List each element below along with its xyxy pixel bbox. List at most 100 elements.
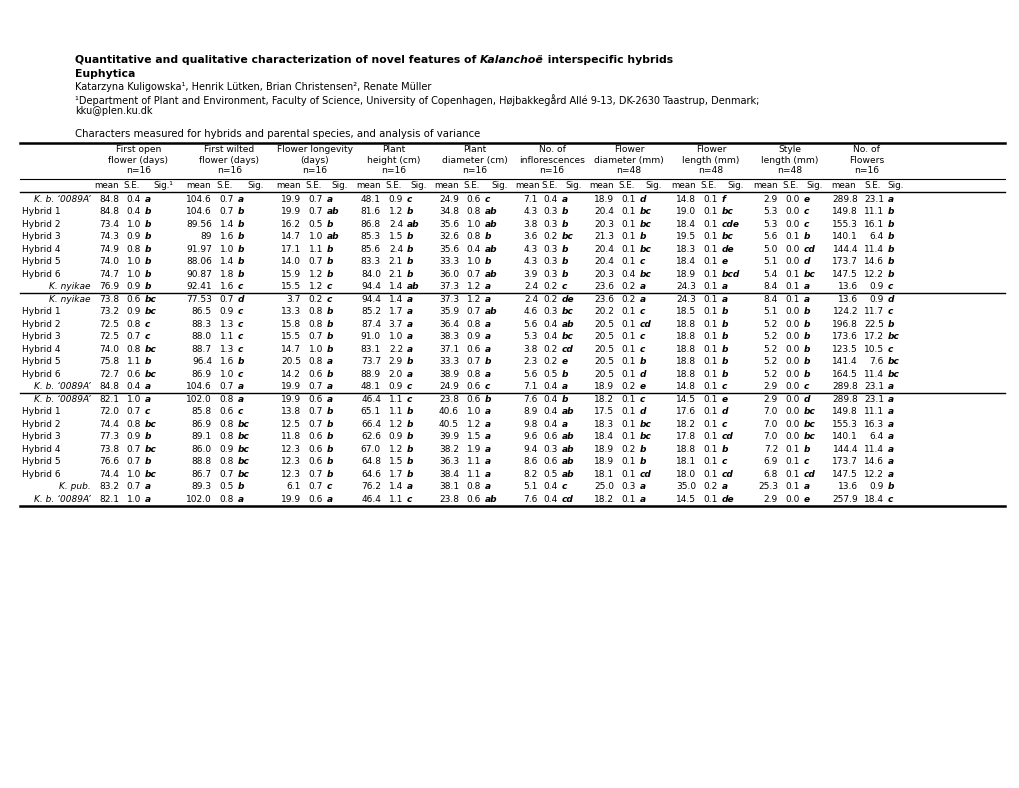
- Text: bc: bc: [237, 470, 250, 479]
- Text: e: e: [721, 257, 728, 266]
- Text: 0.6: 0.6: [309, 433, 323, 441]
- Text: 14.0: 14.0: [280, 257, 301, 266]
- Text: b: b: [803, 333, 810, 341]
- Text: 86.5: 86.5: [192, 307, 212, 316]
- Text: 0.6: 0.6: [309, 444, 323, 454]
- Text: 0.7: 0.7: [309, 420, 323, 429]
- Text: ab: ab: [561, 433, 574, 441]
- Text: 81.6: 81.6: [361, 207, 381, 216]
- Text: 73.7: 73.7: [361, 357, 381, 366]
- Text: 0.1: 0.1: [621, 307, 636, 316]
- Text: a: a: [803, 482, 809, 491]
- Text: 92.41: 92.41: [186, 282, 212, 292]
- Text: c: c: [327, 482, 332, 491]
- Text: b: b: [721, 320, 728, 329]
- Text: 15.9: 15.9: [280, 269, 301, 279]
- Text: 48.1: 48.1: [361, 195, 381, 204]
- Text: d: d: [721, 407, 728, 416]
- Text: 0.1: 0.1: [703, 495, 717, 504]
- Text: 35.6: 35.6: [438, 220, 459, 229]
- Text: 5.2: 5.2: [763, 333, 777, 341]
- Text: a: a: [561, 420, 568, 429]
- Text: b: b: [407, 444, 413, 454]
- Text: 88.8: 88.8: [192, 457, 212, 466]
- Text: Hybrid 5: Hybrid 5: [22, 257, 60, 266]
- Text: d: d: [888, 295, 894, 303]
- Text: 4.3: 4.3: [523, 207, 537, 216]
- Text: 0.6: 0.6: [466, 195, 481, 204]
- Text: b: b: [145, 207, 152, 216]
- Text: d: d: [639, 407, 646, 416]
- Text: Flower: Flower: [695, 145, 726, 154]
- Text: 1.0: 1.0: [388, 333, 403, 341]
- Text: b: b: [561, 220, 568, 229]
- Text: 0.0: 0.0: [785, 357, 799, 366]
- Text: b: b: [803, 307, 810, 316]
- Text: 23.1: 23.1: [863, 395, 883, 403]
- Text: b: b: [639, 444, 646, 454]
- Text: 0.1: 0.1: [785, 282, 799, 292]
- Text: 17.5: 17.5: [593, 407, 613, 416]
- Text: a: a: [407, 307, 413, 316]
- Text: a: a: [561, 195, 568, 204]
- Text: n=48: n=48: [698, 166, 722, 175]
- Text: c: c: [561, 282, 567, 292]
- Text: 1.7: 1.7: [388, 470, 403, 479]
- Text: K. b. ‘0089A’: K. b. ‘0089A’: [35, 495, 91, 504]
- Text: 0.9: 0.9: [126, 282, 141, 292]
- Text: 88.9: 88.9: [361, 370, 381, 379]
- Text: 0.7: 0.7: [126, 457, 141, 466]
- Text: 20.5: 20.5: [280, 357, 301, 366]
- Text: 20.5: 20.5: [593, 345, 613, 354]
- Text: 0.3: 0.3: [543, 269, 557, 279]
- Text: kku@plen.ku.dk: kku@plen.ku.dk: [75, 106, 153, 116]
- Text: 4.6: 4.6: [523, 307, 537, 316]
- Text: 1.0: 1.0: [126, 495, 141, 504]
- Text: c: c: [145, 407, 150, 416]
- Text: a: a: [327, 357, 333, 366]
- Text: K. pub.: K. pub.: [59, 482, 91, 491]
- Text: 1.6: 1.6: [219, 282, 233, 292]
- Text: 173.6: 173.6: [832, 333, 857, 341]
- Text: b: b: [484, 232, 491, 241]
- Text: 14.7: 14.7: [280, 345, 301, 354]
- Text: b: b: [407, 420, 413, 429]
- Text: flower (days): flower (days): [200, 155, 259, 165]
- Text: 94.4: 94.4: [361, 282, 381, 292]
- Text: 12.3: 12.3: [280, 457, 301, 466]
- Text: 1.5: 1.5: [388, 457, 403, 466]
- Text: 289.8: 289.8: [832, 195, 857, 204]
- Text: a: a: [484, 457, 490, 466]
- Text: bc: bc: [237, 444, 250, 454]
- Text: 9.6: 9.6: [523, 433, 537, 441]
- Text: 0.1: 0.1: [703, 370, 717, 379]
- Text: 1.3: 1.3: [219, 320, 233, 329]
- Text: 5.1: 5.1: [763, 307, 777, 316]
- Text: 13.6: 13.6: [837, 282, 857, 292]
- Text: 0.9: 0.9: [219, 307, 233, 316]
- Text: 0.3: 0.3: [543, 307, 557, 316]
- Text: 88.3: 88.3: [192, 320, 212, 329]
- Text: 2.4: 2.4: [388, 245, 403, 254]
- Text: a: a: [639, 495, 645, 504]
- Text: Sig.: Sig.: [331, 180, 347, 189]
- Text: 19.9: 19.9: [280, 207, 301, 216]
- Text: 0.7: 0.7: [309, 257, 323, 266]
- Text: 67.0: 67.0: [361, 444, 381, 454]
- Text: 1.0: 1.0: [466, 407, 481, 416]
- Text: 0.1: 0.1: [621, 345, 636, 354]
- Text: 12.5: 12.5: [280, 420, 301, 429]
- Text: 196.8: 196.8: [832, 320, 857, 329]
- Text: 0.1: 0.1: [703, 333, 717, 341]
- Text: 0.7: 0.7: [219, 207, 233, 216]
- Text: c: c: [721, 457, 727, 466]
- Text: 18.9: 18.9: [593, 457, 613, 466]
- Text: 1.1: 1.1: [466, 457, 481, 466]
- Text: 1.0: 1.0: [309, 345, 323, 354]
- Text: b: b: [327, 269, 333, 279]
- Text: 74.3: 74.3: [99, 232, 119, 241]
- Text: b: b: [237, 220, 245, 229]
- Text: 20.4: 20.4: [593, 245, 613, 254]
- Text: 1.6: 1.6: [219, 357, 233, 366]
- Text: 1.2: 1.2: [467, 295, 481, 303]
